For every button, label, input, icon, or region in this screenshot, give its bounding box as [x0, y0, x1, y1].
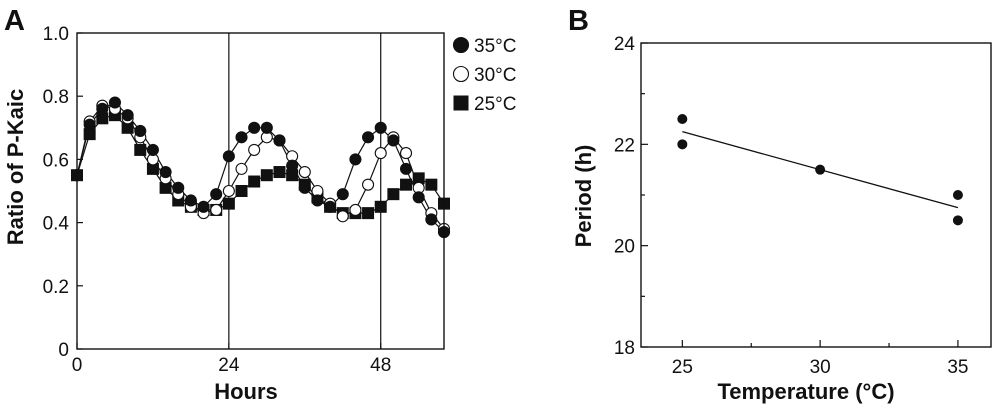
- b-y-tick-label: 20: [614, 237, 635, 258]
- a-data-point: [362, 131, 375, 144]
- a-data-point: [412, 191, 425, 204]
- a-data-point: [108, 96, 122, 109]
- a-data-point: [400, 178, 413, 191]
- b-y-axis-ticks: 18 20 22 24: [614, 34, 648, 359]
- a-y-tick-label: 0.4: [43, 214, 70, 235]
- a-data-point: [159, 165, 172, 179]
- a-data-point: [362, 178, 375, 191]
- a-data-point: [425, 178, 438, 191]
- a-data-point: [260, 169, 273, 182]
- a-legend-marker: [452, 65, 470, 83]
- b-y-axis-title: Period (h): [571, 145, 596, 248]
- a-data-point: [362, 207, 375, 220]
- a-data-point: [248, 143, 261, 156]
- panel-b: B 18 20 22 24 25 30 35 Period (h) Temperature…: [568, 5, 992, 404]
- a-data-point: [399, 147, 413, 160]
- a-y-tick-label: 0: [58, 340, 69, 361]
- a-legend-marker: [453, 95, 469, 111]
- a-x-axis-ticks: 0 24 48: [72, 343, 391, 376]
- a-series-markers: [70, 96, 451, 239]
- a-data-point: [146, 143, 159, 156]
- b-x-axis-ticks: 25 30 35: [672, 340, 968, 378]
- b-data-point: [677, 139, 688, 150]
- panel-b-letter: B: [568, 5, 589, 37]
- b-x-axis-title: Temperature (°C): [717, 379, 894, 404]
- a-data-point: [336, 210, 349, 223]
- a-data-point: [235, 131, 248, 144]
- a-legend: 35°C 30°C 25°C: [452, 36, 516, 115]
- a-data-point: [286, 159, 299, 172]
- a-data-point: [336, 188, 349, 201]
- a-x-axis-title: Hours: [214, 379, 278, 404]
- a-data-point: [349, 153, 362, 166]
- a-series-markers: [71, 109, 450, 220]
- a-data-point: [248, 121, 261, 134]
- a-x-tick-label: 0: [72, 355, 83, 376]
- b-x-tick-label: 35: [947, 357, 968, 378]
- a-x-tick-label: 24: [218, 355, 240, 376]
- b-data-point: [952, 190, 963, 200]
- a-data-point: [134, 124, 147, 138]
- b-data-point: [677, 114, 688, 124]
- a-data-point: [121, 109, 134, 122]
- a-y-axis-title: Ratio of P-Kaic: [3, 89, 28, 245]
- a-data-point: [425, 213, 438, 226]
- b-plot-frame: [640, 42, 992, 348]
- a-data-point: [235, 162, 248, 175]
- b-data-point: [952, 215, 963, 226]
- b-y-tick-label: 24: [614, 34, 636, 55]
- a-data-point: [273, 166, 286, 179]
- a-plot-frame: [76, 32, 445, 350]
- a-data-point: [374, 200, 387, 213]
- a-data-point: [222, 197, 235, 210]
- a-data-point: [184, 194, 197, 207]
- a-data-point: [210, 188, 223, 201]
- b-y-tick-label: 18: [614, 338, 635, 359]
- a-data-point: [222, 184, 235, 198]
- a-legend-label: 35°C: [474, 36, 516, 57]
- a-data-point: [96, 102, 109, 115]
- a-y-axis-ticks: 0 0.2 0.4 0.6 0.8 1.0: [43, 24, 83, 361]
- a-data-point: [197, 200, 210, 213]
- a-data-point: [235, 185, 248, 197]
- a-data-point: [298, 181, 311, 194]
- a-x-tick-label: 48: [370, 355, 391, 376]
- a-data-point: [387, 188, 400, 201]
- a-data-point: [399, 162, 413, 175]
- a-data-point: [374, 147, 387, 160]
- a-data-point: [349, 203, 362, 217]
- a-data-point: [273, 134, 286, 147]
- a-y-tick-label: 0.2: [43, 277, 69, 298]
- b-y-tick-label: 22: [614, 135, 635, 156]
- panel-a-letter: A: [4, 5, 25, 37]
- a-y-tick-label: 1.0: [43, 24, 69, 45]
- a-y-tick-label: 0.8: [43, 87, 69, 108]
- a-legend-label: 25°C: [474, 94, 516, 115]
- a-legend-marker: [452, 36, 470, 54]
- b-x-tick-label: 25: [672, 357, 693, 378]
- a-data-point: [172, 181, 185, 194]
- b-x-tick-label: 30: [810, 357, 831, 378]
- a-data-point: [298, 165, 311, 179]
- panel-a: A 0 0.2 0.4 0.6 0.8 1.0 0 24 48 Ratio of P-Kaic…: [3, 5, 516, 404]
- a-data-point: [374, 121, 387, 134]
- a-data-point: [134, 143, 147, 156]
- a-series-layer: [70, 96, 451, 239]
- b-data-point: [815, 164, 826, 175]
- a-data-point: [311, 194, 324, 207]
- a-legend-label: 30°C: [474, 65, 516, 86]
- b-data-points: [677, 114, 963, 226]
- a-data-point: [222, 150, 235, 163]
- a-data-point: [324, 200, 337, 213]
- a-y-tick-label: 0.6: [43, 150, 69, 171]
- a-data-point: [210, 203, 223, 217]
- a-data-point: [387, 134, 400, 147]
- a-data-point: [248, 175, 261, 188]
- a-data-point: [260, 121, 273, 134]
- a-data-point: [83, 118, 96, 131]
